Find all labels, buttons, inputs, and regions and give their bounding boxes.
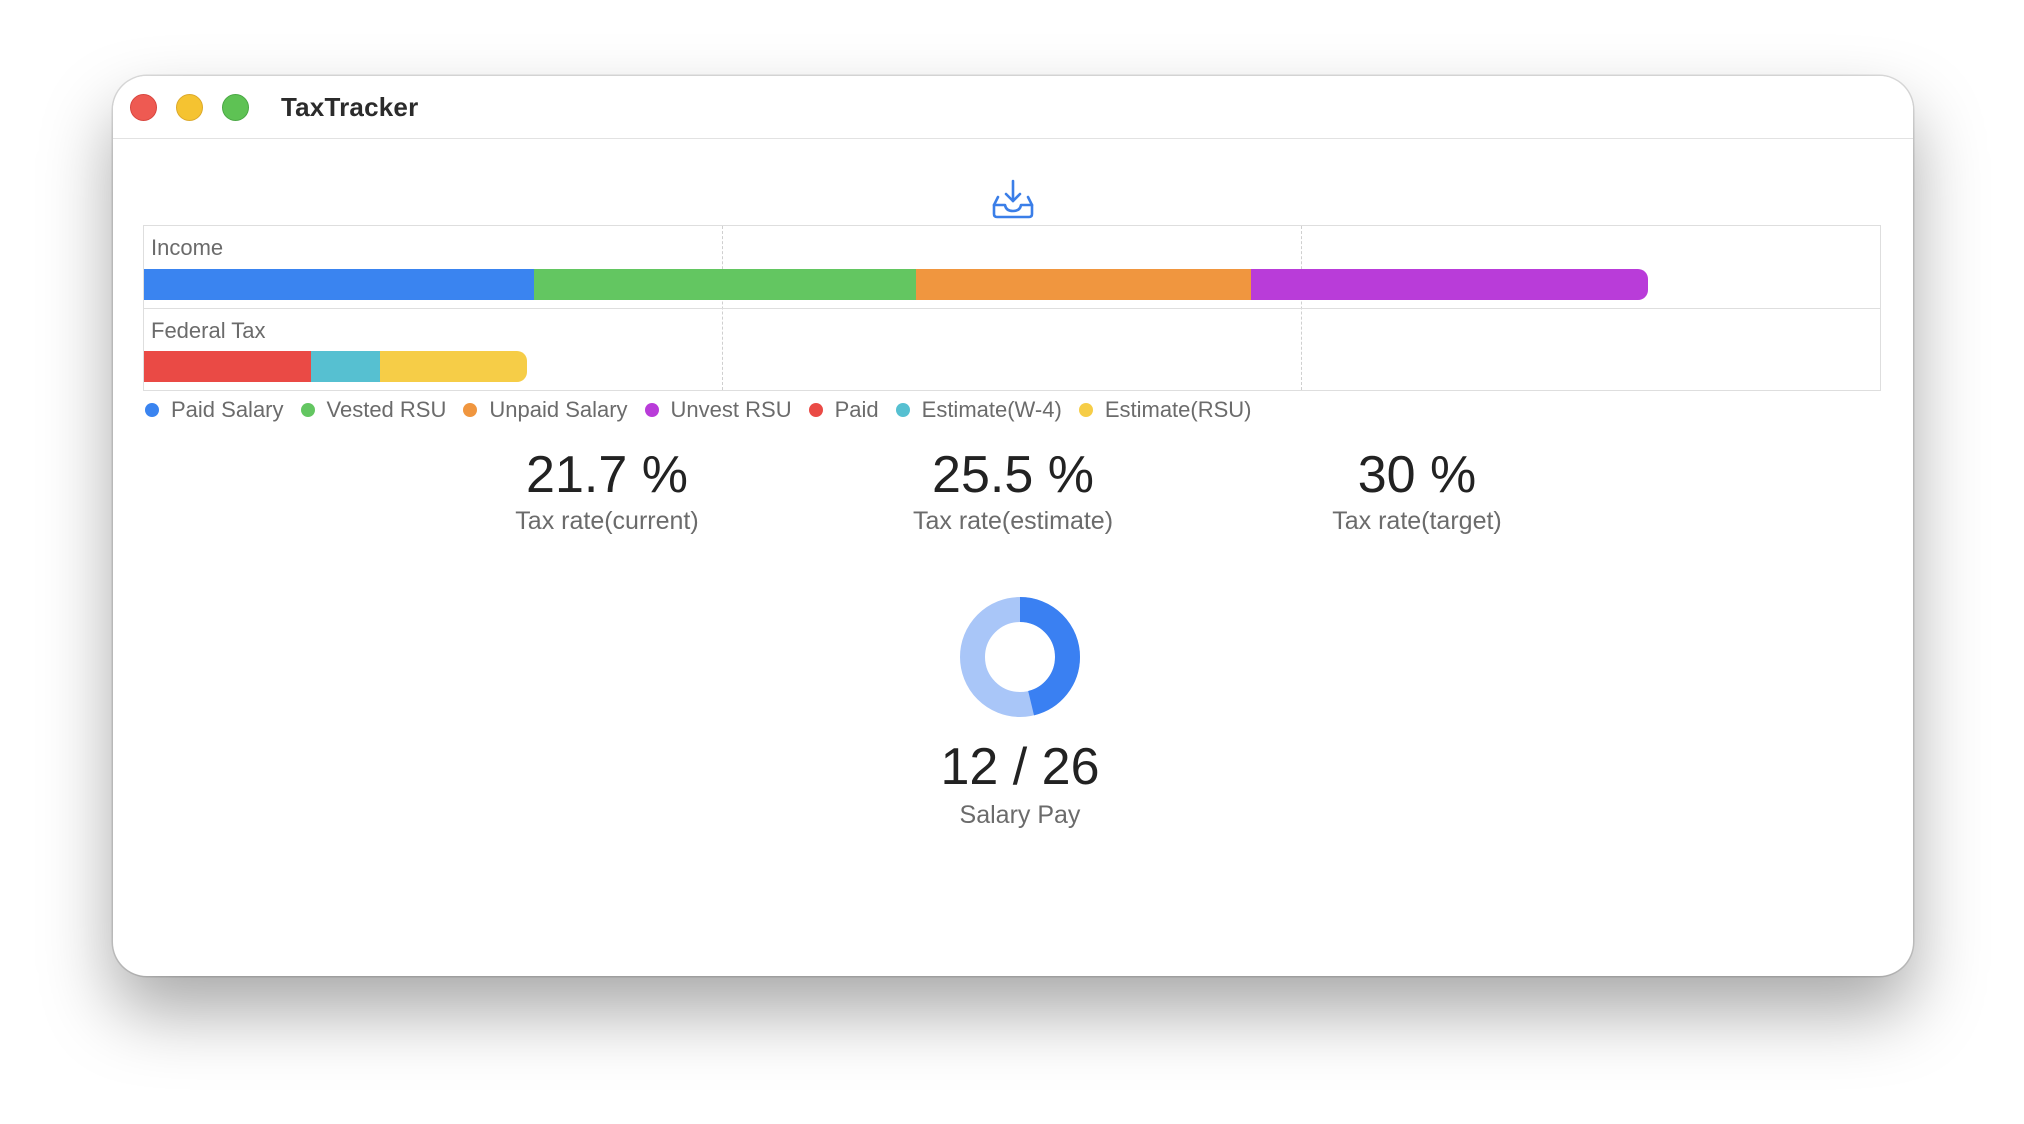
- stat-tax-rate-estimate: 25.5 % Tax rate(estimate): [813, 444, 1213, 536]
- federal-tax-row-label: Federal Tax: [151, 318, 266, 343]
- bar-segment-estimate-w-4: [311, 351, 380, 382]
- income-tax-chart: Income Federal Tax: [143, 225, 1881, 391]
- legend-dot: [895, 403, 910, 417]
- stat-label: Tax rate(target): [1332, 507, 1502, 535]
- legend-dot: [808, 403, 823, 417]
- legend-label: Paid Salary: [171, 397, 284, 422]
- legend-dot: [463, 403, 478, 417]
- stat-value: 30 %: [1357, 446, 1477, 504]
- bar-segment-unvest-rsu: [1251, 269, 1648, 300]
- bar-segment-estimate-rsu: [380, 351, 527, 382]
- legend-item-unvest-rsu: Unvest RSU: [644, 397, 792, 423]
- bar-segment-paid: [144, 351, 311, 382]
- legend-label: Unvest RSU: [670, 397, 792, 422]
- legend-dot: [644, 403, 659, 417]
- bar-segment-vested-rsu: [534, 269, 916, 300]
- legend-item-paid-salary: Paid Salary: [145, 397, 284, 423]
- maximize-window-button[interactable]: [222, 94, 249, 121]
- legend-item-estimate-rsu: Estimate(RSU): [1078, 397, 1252, 423]
- import-button[interactable]: [989, 174, 1037, 222]
- progress-ring-fill: [960, 597, 1080, 717]
- app-title: TaxTracker: [281, 92, 419, 122]
- income-row-label: Income: [151, 235, 224, 260]
- row-divider: [144, 308, 1880, 309]
- legend-label: Paid: [834, 397, 879, 422]
- stat-value: 21.7 %: [526, 446, 688, 504]
- salary-pay-label: Salary Pay: [959, 801, 1081, 829]
- bar-segment-paid-salary: [144, 269, 534, 300]
- legend-item-vested-rsu: Vested RSU: [300, 397, 447, 423]
- legend-item-paid: Paid: [808, 397, 879, 423]
- stat-label: Tax rate(current): [515, 507, 699, 535]
- legend-dot: [145, 403, 159, 417]
- legend-label: Estimate(W-4): [921, 397, 1062, 422]
- title-bar: TaxTracker: [113, 76, 1913, 139]
- legend-dot: [300, 403, 315, 417]
- tray-arrow-down-icon: [992, 179, 1034, 219]
- stat-tax-rate-target: 30 % Tax rate(target): [1217, 444, 1617, 536]
- stat-tax-rate-current: 21.7 % Tax rate(current): [407, 444, 807, 536]
- legend-item-estimate-w4: Estimate(W-4): [895, 397, 1062, 423]
- stat-value: 25.5 %: [932, 446, 1094, 504]
- bar-segment-unpaid-salary: [916, 269, 1251, 300]
- salary-pay-count: 12 / 26: [940, 738, 1100, 796]
- legend-label: Estimate(RSU): [1104, 397, 1252, 422]
- app-window: TaxTracker Income Federal Tax Paid Salar…: [113, 76, 1913, 976]
- income-bar: [144, 269, 1648, 300]
- legend-label: Vested RSU: [326, 397, 447, 422]
- salary-pay-progress-ring: [958, 595, 1082, 719]
- legend-label: Unpaid Salary: [489, 397, 628, 422]
- chart-legend: Paid Salary Vested RSU Unpaid Salary Unv…: [145, 397, 1269, 423]
- minimize-window-button[interactable]: [176, 94, 203, 121]
- federal-tax-bar: [144, 351, 527, 382]
- legend-item-unpaid-salary: Unpaid Salary: [463, 397, 628, 423]
- stat-label: Tax rate(estimate): [912, 507, 1114, 535]
- close-window-button[interactable]: [130, 94, 157, 121]
- legend-dot: [1078, 403, 1093, 417]
